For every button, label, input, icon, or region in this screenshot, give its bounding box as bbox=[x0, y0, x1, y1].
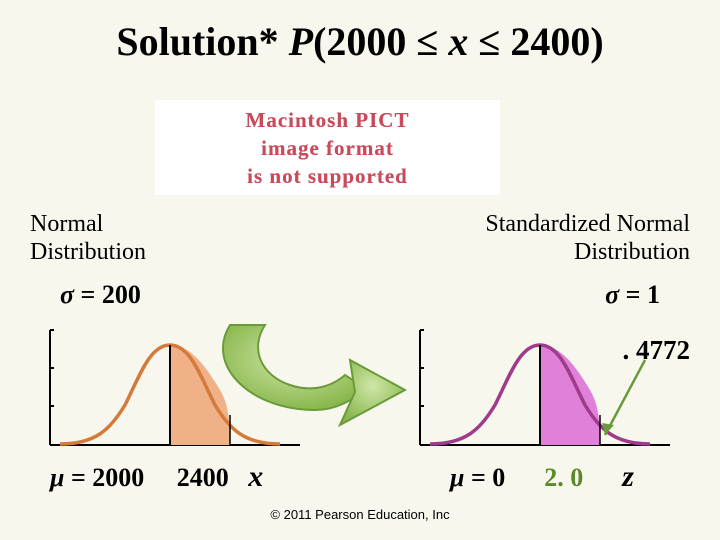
title-open: (2000 bbox=[313, 19, 416, 64]
title-le1: ≤ bbox=[416, 19, 438, 64]
label-left-1: Normal bbox=[30, 210, 146, 238]
mu-val-left: = 2000 bbox=[64, 463, 144, 492]
sigma-symbol-left: σ bbox=[60, 280, 74, 309]
transform-arrow bbox=[205, 270, 415, 450]
pict-line-3: is not supported bbox=[155, 162, 500, 190]
z-var: z bbox=[622, 460, 634, 493]
tick-right: 2. 0 bbox=[544, 463, 583, 492]
mu-val-right: = 0 bbox=[464, 463, 505, 492]
title-P: P bbox=[289, 19, 313, 64]
label-normal-right: Standardized Normal Distribution bbox=[485, 210, 690, 266]
copyright: © 2011 Pearson Education, Inc bbox=[0, 507, 720, 522]
title-close: 2400) bbox=[500, 19, 603, 64]
label-right-1: Standardized Normal bbox=[485, 210, 690, 238]
pict-placeholder: Macintosh PICT image format is not suppo… bbox=[155, 100, 500, 195]
x-var: x bbox=[248, 460, 263, 493]
axis-labels-left: μ = 2000 2400 x bbox=[50, 460, 263, 494]
sigma-right: σ = 1 bbox=[605, 280, 660, 310]
sigma-symbol-right: σ bbox=[605, 280, 619, 309]
axis-labels-right: μ = 0 2. 0 z bbox=[450, 460, 634, 494]
chart-right bbox=[400, 320, 680, 460]
mu-symbol-right: μ bbox=[450, 463, 464, 492]
label-normal-left: Normal Distribution bbox=[30, 210, 146, 266]
tick-left: 2400 bbox=[177, 463, 229, 492]
title-prefix: Solution* bbox=[116, 19, 288, 64]
mu-symbol-left: μ bbox=[50, 463, 64, 492]
pict-line-1: Macintosh PICT bbox=[155, 106, 500, 134]
label-left-2: Distribution bbox=[30, 238, 146, 266]
label-right-2: Distribution bbox=[485, 238, 690, 266]
sigma-left: σ = 200 bbox=[60, 280, 141, 310]
sigma-val-left: = 200 bbox=[74, 280, 141, 309]
sigma-val-right: = 1 bbox=[619, 280, 660, 309]
page-title: Solution* P(2000 ≤ x ≤ 2400) bbox=[0, 0, 720, 65]
title-le2: ≤ bbox=[478, 19, 500, 64]
pict-line-2: image format bbox=[155, 134, 500, 162]
title-x: x bbox=[438, 19, 478, 64]
